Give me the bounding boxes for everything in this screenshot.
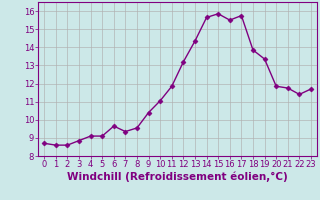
X-axis label: Windchill (Refroidissement éolien,°C): Windchill (Refroidissement éolien,°C): [67, 172, 288, 182]
